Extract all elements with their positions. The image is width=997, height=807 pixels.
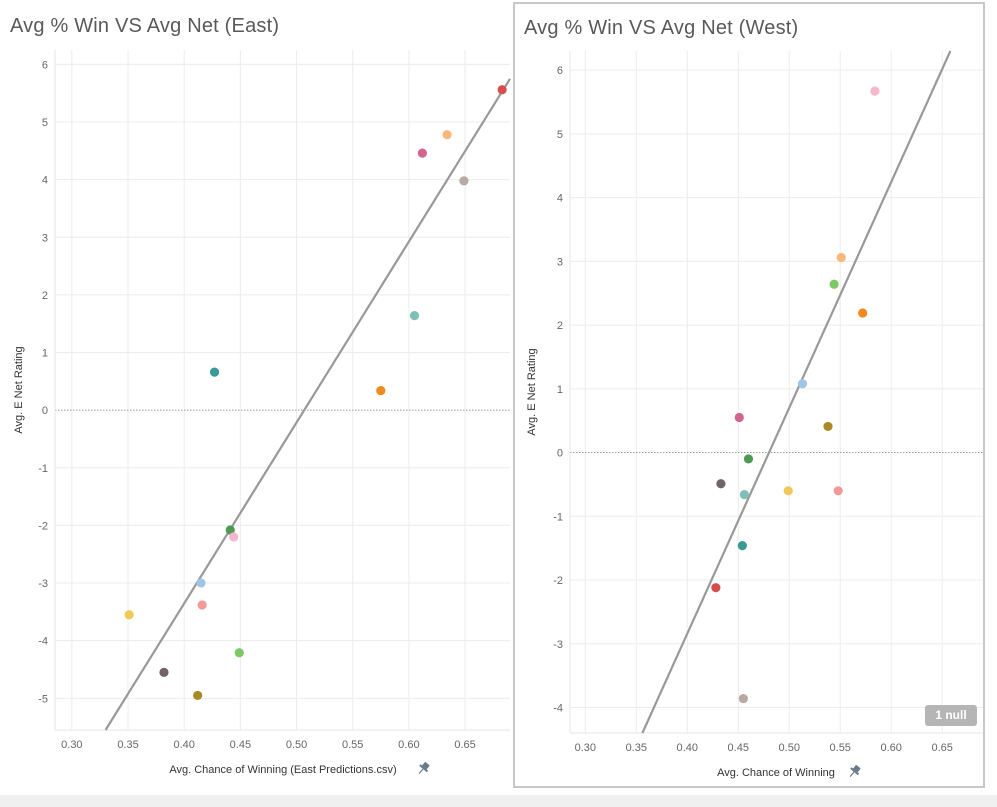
y-tick-label: 2 — [557, 320, 563, 332]
x-tick-label: 0.55 — [342, 739, 363, 751]
y-tick-label: 4 — [42, 175, 48, 187]
y-axis-title: Avg. E Net Rating — [526, 348, 538, 435]
data-point[interactable] — [716, 479, 726, 489]
x-axis-title: Avg. Chance of Winning (East Predictions… — [169, 764, 396, 776]
west-scatter-plot[interactable]: 0.30 0.35 0.40 0.45 0.50 0.55 0.60 0.65 6 5 4 3 2 1 0 -… — [515, 4, 987, 790]
data-point[interactable] — [497, 85, 507, 95]
x-tick-label: 0.50 — [286, 739, 307, 751]
x-tick-label: 0.40 — [173, 739, 194, 751]
y-tick-label: 5 — [42, 117, 48, 129]
data-point[interactable] — [833, 486, 843, 496]
data-point[interactable] — [124, 610, 134, 620]
east-scatter-plot[interactable]: 0.30 0.35 0.40 0.45 0.50 0.55 0.60 0.65 6 5 4 3 2 1 0 -… — [0, 0, 512, 793]
y-axis-title: Avg. E Net Rating — [13, 346, 25, 433]
data-point[interactable] — [858, 308, 868, 318]
data-point[interactable] — [409, 311, 420, 321]
data-point[interactable] — [225, 525, 235, 535]
y-tick-label: -3 — [553, 639, 563, 651]
x-tick-label: 0.30 — [61, 739, 82, 751]
y-tick-label: -2 — [38, 520, 48, 532]
y-tick-label: 0 — [557, 448, 563, 460]
west-chart-title: Avg % Win VS Avg Net (West) — [524, 17, 799, 39]
y-tick-label: 4 — [557, 193, 563, 205]
data-point[interactable] — [743, 454, 754, 464]
y-tick-label: 6 — [557, 65, 563, 77]
pin-icon-needle — [849, 771, 855, 777]
y-tick-label: 3 — [42, 232, 48, 244]
data-point[interactable] — [734, 412, 744, 423]
data-point[interactable] — [376, 385, 386, 396]
y-tick-label: 1 — [42, 348, 48, 360]
x-tick-label: 0.55 — [830, 742, 851, 754]
data-point[interactable] — [159, 667, 169, 677]
y-tick-label: -2 — [553, 575, 563, 587]
data-point[interactable] — [193, 690, 203, 701]
x-tick-label: 0.40 — [677, 742, 698, 754]
east-chart-title: Avg % Win VS Avg Net (East) — [10, 15, 280, 37]
y-tick-label: 3 — [557, 256, 563, 268]
data-point[interactable] — [739, 490, 749, 500]
x-tick-label: 0.35 — [626, 742, 647, 754]
x-tick-label: 0.60 — [881, 742, 902, 754]
data-point[interactable] — [197, 600, 207, 610]
data-point[interactable] — [738, 693, 748, 704]
pin-icon[interactable] — [415, 760, 431, 776]
y-tick-label: 5 — [557, 129, 563, 141]
x-tick-label: 0.65 — [454, 739, 475, 751]
x-tick-label: 0.45 — [728, 742, 749, 754]
trend-line — [104, 78, 511, 731]
data-point[interactable] — [459, 176, 469, 186]
data-point[interactable] — [797, 379, 808, 389]
data-point[interactable] — [836, 252, 846, 263]
y-tick-label: -5 — [38, 693, 48, 705]
data-point[interactable] — [829, 279, 839, 289]
x-tick-label: 0.65 — [931, 742, 952, 754]
west-chart-panel[interactable]: Avg % Win VS Avg Net (West) 0.30 0.35 0.40… — [513, 2, 985, 788]
data-point[interactable] — [711, 583, 721, 593]
data-point[interactable] — [737, 541, 747, 551]
y-tick-label: -4 — [553, 703, 563, 715]
east-chart-panel: Avg % Win VS Avg Net (East) 0.30 0.35 0.40… — [0, 0, 512, 793]
y-tick-label: 6 — [42, 59, 48, 71]
null-indicator-badge[interactable]: 1 null — [925, 705, 977, 726]
data-point[interactable] — [234, 648, 244, 658]
x-tick-label: 0.50 — [779, 742, 800, 754]
pin-icon-collar — [419, 764, 429, 773]
footer-bar — [0, 795, 997, 807]
data-point[interactable] — [823, 421, 833, 432]
data-point[interactable] — [229, 532, 239, 542]
data-point[interactable] — [783, 486, 793, 496]
pin-icon[interactable] — [846, 763, 862, 779]
pin-icon-needle — [418, 768, 424, 774]
x-tick-label: 0.35 — [117, 739, 138, 751]
y-tick-label: -3 — [38, 578, 48, 590]
y-tick-label: -1 — [38, 463, 48, 475]
data-point[interactable] — [196, 578, 206, 588]
y-tick-label: 0 — [42, 405, 48, 417]
x-tick-label: 0.45 — [230, 739, 251, 751]
data-point[interactable] — [442, 130, 452, 140]
y-tick-label: -1 — [553, 511, 563, 523]
x-axis-title: Avg. Chance of Winning — [717, 767, 835, 779]
data-point[interactable] — [870, 86, 880, 96]
y-tick-label: -4 — [38, 636, 48, 648]
x-tick-label: 0.30 — [575, 742, 596, 754]
x-tick-label: 0.60 — [398, 739, 419, 751]
data-point[interactable] — [209, 367, 220, 377]
data-point[interactable] — [417, 148, 427, 158]
trend-line — [641, 50, 952, 734]
pin-icon-collar — [850, 767, 860, 776]
y-tick-label: 1 — [557, 384, 563, 396]
y-tick-label: 2 — [42, 290, 48, 302]
